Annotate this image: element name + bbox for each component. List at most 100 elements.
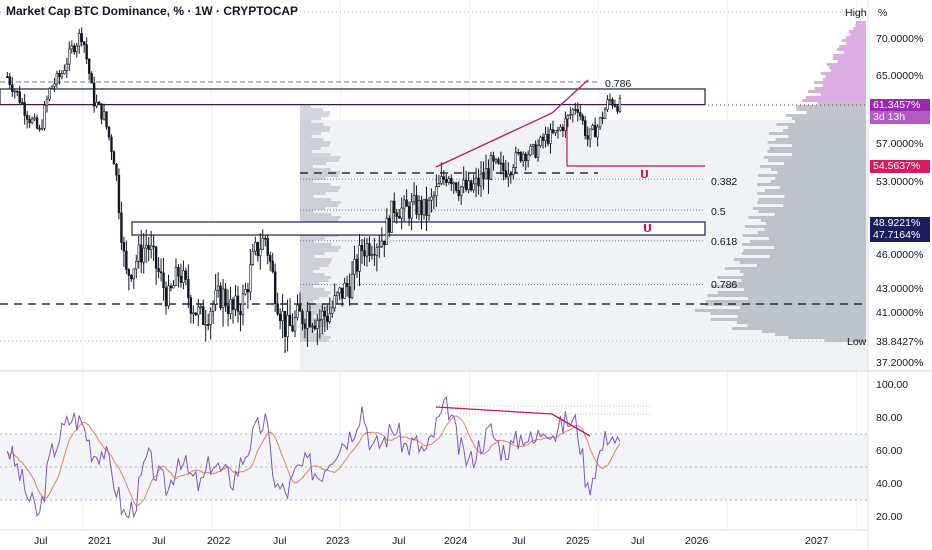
candle-body (286, 314, 289, 337)
price-tick-label: 53.0000% (876, 176, 923, 188)
candle-body (11, 84, 14, 92)
profile-bar-left (300, 300, 314, 303)
candle-body (591, 124, 594, 130)
candle-body (370, 253, 374, 256)
price-tick-label: 57.0000% (876, 138, 923, 150)
time-tick-label: 2025 (566, 535, 590, 547)
profile-bar (710, 312, 866, 315)
profile-bar-left (300, 264, 329, 267)
candle-body (157, 267, 160, 272)
candle-body (249, 264, 252, 293)
candle-body (499, 162, 503, 165)
profile-bar-left (300, 114, 330, 117)
candle-body (142, 247, 145, 263)
profile-bar (837, 60, 866, 63)
candle-body (586, 135, 589, 140)
candle-body (467, 180, 470, 190)
candle-body (204, 324, 207, 326)
candle-body (556, 129, 560, 132)
candle-body (202, 306, 205, 325)
candle-body (380, 240, 384, 247)
rising-trendline (435, 112, 553, 168)
candle-body (13, 90, 16, 93)
profile-bar (802, 99, 866, 102)
profile-bar-left (300, 204, 339, 207)
candle-body (435, 186, 438, 197)
profile-bar (788, 135, 866, 138)
candle-body (522, 153, 525, 162)
candle-body (360, 245, 364, 252)
candle-body (455, 182, 458, 191)
candle-body (16, 90, 19, 93)
profile-bar (775, 177, 866, 180)
time-tick-label: Jul (152, 535, 165, 547)
profile-bar (787, 126, 866, 129)
candle-body (107, 126, 111, 138)
candle-body (611, 99, 614, 106)
candle-body (318, 319, 322, 321)
rsi-tick-label: 20.00 (876, 511, 902, 523)
profile-bar-left (300, 108, 324, 111)
candle-body (350, 273, 354, 299)
fibonacci-levels (0, 81, 705, 286)
profile-bar (741, 252, 866, 255)
profile-bar-left (300, 279, 329, 282)
candle-body (169, 285, 173, 289)
candle-body (38, 127, 41, 130)
profile-bar-left (300, 132, 321, 135)
candle-body (122, 242, 126, 252)
profile-bar-left (300, 174, 339, 177)
countdown-value: 3d 13h (873, 111, 906, 123)
candle-body (154, 246, 158, 269)
candle-body (95, 102, 98, 107)
profile-bar (807, 90, 866, 93)
profile-bar (767, 150, 866, 153)
profile-bar (825, 75, 866, 78)
fib-label: 0.382 (711, 176, 737, 188)
profile-bar (730, 282, 866, 285)
candle-body (18, 91, 21, 103)
profile-bar (750, 240, 866, 243)
rsi-divergence-line (551, 413, 591, 437)
profile-bar-left (300, 309, 329, 312)
profile-bar (767, 141, 866, 144)
candle-body (152, 245, 155, 248)
profile-bar-left (300, 183, 331, 186)
price-tick-label: 41.0000% (876, 307, 923, 319)
profile-bar (744, 288, 866, 291)
profile-bar (758, 210, 866, 213)
profile-bar (846, 36, 866, 39)
profile-bar (757, 183, 866, 186)
candle-body (613, 104, 617, 107)
candle-body (405, 199, 408, 207)
profile-bar (711, 318, 866, 321)
profile-bar-left (300, 219, 339, 222)
profile-bar (784, 195, 866, 198)
candle-body (326, 315, 329, 322)
candle-body (78, 33, 81, 47)
candle-body (301, 311, 304, 325)
profile-bar (786, 114, 866, 117)
profile-bar (829, 66, 866, 69)
price-tick-label: 43.0000% (876, 283, 923, 295)
profile-bar-left (300, 330, 314, 333)
time-tick-label: 2023 (326, 535, 350, 547)
magnet-icon[interactable]: 𝗨 (643, 222, 652, 235)
profile-bar-left (300, 201, 341, 204)
magnet-icon[interactable]: 𝗨 (640, 168, 649, 181)
candle-body (162, 272, 165, 289)
profile-bar (743, 249, 866, 252)
candle-body (340, 287, 344, 299)
candle-body (276, 303, 279, 315)
candle-body (546, 133, 550, 144)
profile-bar (758, 174, 866, 177)
candle-body (541, 136, 545, 141)
candle-body (576, 109, 579, 113)
candle-body (149, 245, 153, 250)
candle-body (618, 98, 622, 112)
candle-body (219, 285, 222, 309)
time-tick-label: 2022 (207, 535, 231, 547)
candle-body (378, 246, 381, 248)
profile-bar (741, 279, 866, 282)
